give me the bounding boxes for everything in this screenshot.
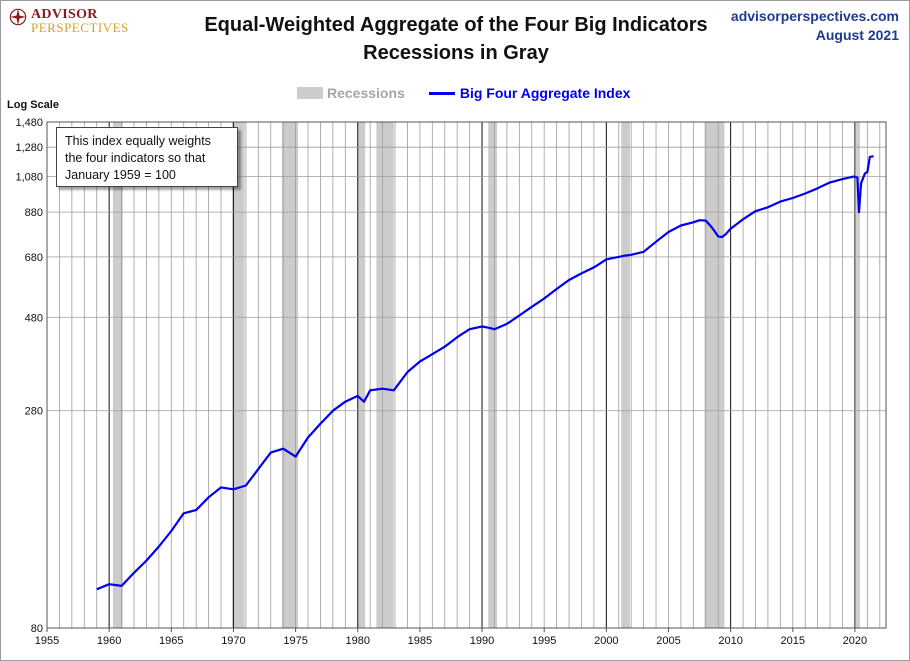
x-tick-label: 1960 — [97, 635, 121, 647]
x-tick-label: 1975 — [283, 635, 307, 647]
legend-item-recessions: Recessions — [297, 85, 405, 101]
x-tick-label: 1995 — [532, 635, 556, 647]
legend-label-index: Big Four Aggregate Index — [459, 85, 631, 101]
annotation-line3: January 1959 = 100 — [65, 168, 176, 182]
annotation-line1: This index equally weights — [65, 134, 211, 148]
legend-swatch-index — [428, 91, 455, 95]
y-axis-label: Log Scale — [7, 99, 59, 111]
chart-legend: Recessions Big Four Aggregate Index — [297, 85, 654, 101]
brand-logo: ADVISOR PERSPECTIVES — [9, 8, 129, 34]
recession-band — [621, 122, 630, 628]
y-tick-label: 280 — [25, 406, 43, 418]
plot-background — [47, 122, 886, 628]
x-tick-label: 2000 — [594, 635, 618, 647]
recession-band — [232, 122, 245, 628]
legend-label-recessions: Recessions — [327, 85, 405, 101]
x-tick-label: 1965 — [159, 635, 183, 647]
annotation-line2: the four indicators so that — [65, 151, 206, 165]
chart-subtitle: Recessions in Gray — [363, 42, 549, 64]
brand-line2: PERSPECTIVES — [31, 20, 129, 35]
legend-swatch-recessions — [297, 87, 323, 99]
series-line-big-four — [96, 155, 874, 591]
legend-item-index: Big Four Aggregate Index — [428, 85, 631, 101]
brand-line1: ADVISOR — [31, 7, 98, 22]
x-tick-label: 1985 — [408, 635, 432, 647]
x-tick-label: 2020 — [843, 635, 867, 647]
x-tick-label: 1980 — [345, 635, 369, 647]
y-tick-label: 1,280 — [15, 142, 43, 154]
chart-annotation: This index equally weights the four indi… — [56, 127, 238, 187]
recession-band — [357, 122, 366, 628]
recession-band — [856, 122, 860, 628]
y-tick-label: 1,480 — [15, 117, 43, 129]
recession-band — [376, 122, 394, 628]
x-tick-label: 2005 — [656, 635, 680, 647]
plot-border — [46, 121, 887, 629]
x-tick-label: 1955 — [35, 635, 59, 647]
x-tick-label: 1990 — [470, 635, 494, 647]
x-tick-label: 2015 — [781, 635, 805, 647]
recession-band — [704, 122, 725, 628]
recession-band — [281, 122, 299, 628]
source-date: August 2021 — [815, 27, 899, 43]
x-tick-label: 1970 — [221, 635, 245, 647]
chart-title: Equal-Weighted Aggregate of the Four Big… — [204, 14, 708, 36]
source-site: advisorperspectives.com — [730, 8, 899, 24]
y-tick-label: 80 — [31, 623, 43, 635]
y-tick-label: 680 — [25, 252, 43, 264]
y-tick-label: 480 — [25, 312, 43, 324]
y-tick-label: 880 — [25, 207, 43, 219]
compass-rose-icon — [9, 8, 27, 26]
recession-band — [112, 122, 123, 628]
x-tick-label: 2010 — [718, 635, 742, 647]
y-tick-label: 1,080 — [15, 172, 43, 184]
recession-band — [488, 122, 497, 628]
